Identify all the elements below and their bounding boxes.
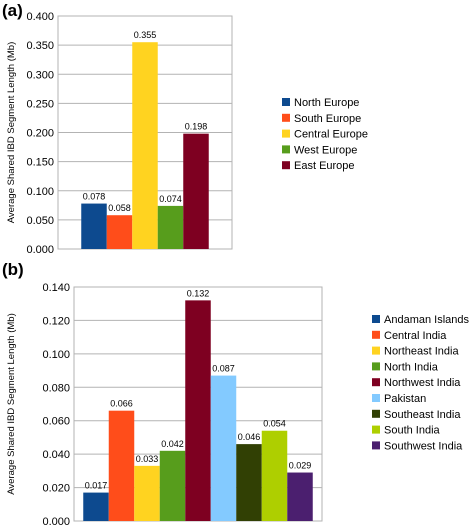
legend-entry-b: Northeast India xyxy=(384,346,459,358)
legend-swatch-b xyxy=(372,330,380,339)
legend-swatch-b xyxy=(372,394,380,402)
legend-swatch-b xyxy=(372,362,380,371)
data-label-b: 0.054 xyxy=(263,419,286,429)
y-tick-label-a: 0.050 xyxy=(26,215,54,227)
legend-entry-a: South Europe xyxy=(294,113,361,125)
y-tick-label-b: 0.060 xyxy=(42,416,70,428)
y-tick-label-a: 0.150 xyxy=(26,157,54,169)
bar-b-6 xyxy=(210,375,237,521)
bar-a-4 xyxy=(157,205,184,249)
bar-b-2 xyxy=(108,410,135,521)
y-tick-label-a: 0.350 xyxy=(26,40,54,52)
bar-b-3 xyxy=(134,465,160,521)
panel-label-a: (a) xyxy=(2,1,23,20)
legend-entry-a: North Europe xyxy=(294,97,359,109)
legend-entry-b: Southwest India xyxy=(384,440,463,452)
legend-swatch-a xyxy=(282,129,290,138)
data-label-b: 0.017 xyxy=(85,481,108,491)
legend-entry-b: Northwest India xyxy=(384,377,461,389)
legend-entry-b: South India xyxy=(384,425,441,437)
y-tick-label-a: 0.250 xyxy=(26,98,54,110)
legend-swatch-b xyxy=(372,346,380,355)
legend-entry-b: Pakistan xyxy=(384,393,426,405)
y-tick-label-b: 0.020 xyxy=(42,483,70,495)
panel-label-b: (b) xyxy=(2,260,24,279)
data-label-a: 0.078 xyxy=(83,192,106,202)
bar-a-5 xyxy=(183,133,209,249)
legend-swatch-b xyxy=(372,425,380,434)
legend-entry-a: East Europe xyxy=(294,160,355,172)
y-tick-label-a: 0.100 xyxy=(26,186,54,198)
legend-swatch-b xyxy=(372,409,380,418)
bar-b-7 xyxy=(236,444,262,521)
legend-swatch-a xyxy=(282,113,290,122)
bar-b-1 xyxy=(83,492,109,521)
data-label-b: 0.132 xyxy=(187,288,210,298)
y-tick-label-a: 0.300 xyxy=(26,69,54,81)
bar-b-5 xyxy=(185,300,211,521)
y-tick-label-b: 0.140 xyxy=(42,282,70,294)
legend-swatch-a xyxy=(282,98,290,106)
bar-b-9 xyxy=(287,472,313,521)
legend-swatch-a xyxy=(282,145,290,154)
legend-swatch-a xyxy=(282,161,290,170)
bar-b-8 xyxy=(261,430,288,521)
data-label-a: 0.198 xyxy=(185,122,208,132)
y-tick-label-b: 0.000 xyxy=(42,516,70,527)
data-label-b: 0.066 xyxy=(110,399,133,409)
data-label-b: 0.029 xyxy=(289,461,312,471)
y-tick-label-a: 0.200 xyxy=(26,128,54,140)
bar-a-2 xyxy=(106,215,133,249)
bar-b-4 xyxy=(159,450,186,521)
legend-entry-b: Southeast India xyxy=(384,409,461,421)
bar-a-3 xyxy=(132,42,158,250)
y-tick-label-b: 0.080 xyxy=(42,382,70,394)
legend-entry-a: West Europe xyxy=(294,144,357,156)
data-label-b: 0.042 xyxy=(161,439,184,449)
data-label-b: 0.033 xyxy=(136,454,159,464)
y-tick-label-b: 0.120 xyxy=(42,315,70,327)
legend-swatch-b xyxy=(372,378,380,387)
legend-entry-b: Central India xyxy=(384,330,447,342)
data-label-b: 0.046 xyxy=(238,432,261,442)
legend-entry-b: North India xyxy=(384,361,439,373)
y-tick-label-b: 0.040 xyxy=(42,449,70,461)
legend-entry-b: Andaman Islands xyxy=(384,314,469,326)
data-label-a: 0.355 xyxy=(134,30,157,40)
legend-entry-a: Central Europe xyxy=(294,129,368,141)
data-label-a: 0.058 xyxy=(108,203,131,213)
y-axis-title-b: Average Shared IBD Segment Length (Mb) xyxy=(6,313,17,494)
legend-swatch-b xyxy=(372,315,380,323)
y-tick-label-a: 0.000 xyxy=(26,244,54,256)
bar-a-1 xyxy=(81,203,107,249)
data-label-b: 0.087 xyxy=(212,364,235,374)
y-tick-label-b: 0.100 xyxy=(42,349,70,361)
y-tick-label-a: 0.400 xyxy=(26,11,54,23)
legend-swatch-b xyxy=(372,441,380,450)
data-label-a: 0.074 xyxy=(159,194,182,204)
y-axis-title-a: Average Shared IBD Segment Length (Mb) xyxy=(6,42,17,223)
